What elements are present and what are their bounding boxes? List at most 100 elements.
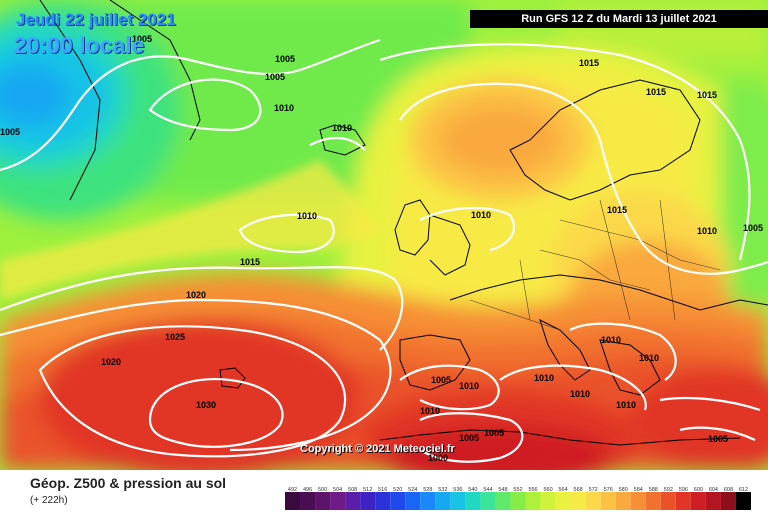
scale-swatch xyxy=(525,492,541,510)
scale-label: 524 xyxy=(408,487,417,493)
isobar-label: 1010 xyxy=(471,210,491,220)
geopotential-field xyxy=(0,0,768,470)
isobar-label: 1010 xyxy=(570,389,590,399)
scale-label: 560 xyxy=(543,487,552,493)
scale-label: 528 xyxy=(423,487,432,493)
scale-label: 540 xyxy=(468,487,477,493)
scale-label: 556 xyxy=(528,487,537,493)
scale-label: 544 xyxy=(483,487,492,493)
scale-swatch xyxy=(495,492,511,510)
isobar-label: 1005 xyxy=(484,428,504,438)
isobar-label: 1005 xyxy=(708,434,728,444)
isobar-label: 1005 xyxy=(743,223,763,233)
borders xyxy=(469,199,721,331)
scale-swatch xyxy=(510,492,526,510)
isobar-label: 1010 xyxy=(274,103,294,113)
scale-swatch xyxy=(735,492,751,510)
scale-label: 592 xyxy=(664,487,673,493)
isobar-label: 1010 xyxy=(459,381,479,391)
scale-label: 552 xyxy=(513,487,522,493)
scale-swatch xyxy=(420,492,436,510)
isobar-label: 1010 xyxy=(697,226,717,236)
scale-label: 508 xyxy=(348,487,357,493)
color-scale: 492 496 500 504 508 512 516 520 524 528 532 536 540 5… xyxy=(285,487,751,510)
scale-label: 496 xyxy=(303,487,312,493)
scale-swatch xyxy=(720,492,736,510)
map-subtitle: (+ 222h) xyxy=(30,495,68,506)
scale-label: 564 xyxy=(559,487,568,493)
isobar-label: 1015 xyxy=(697,90,717,100)
isobar-label: 1005 xyxy=(431,375,451,385)
copyright: Copyright © 2021 Meteociel.fr xyxy=(300,443,455,455)
scale-swatch xyxy=(705,492,721,510)
scale-labels: 492 496 500 504 508 512 516 520 524 528 532 536 540 5… xyxy=(288,487,748,493)
scale-swatches xyxy=(285,492,751,510)
scale-swatch xyxy=(480,492,496,510)
scale-swatch xyxy=(690,492,706,510)
scale-label: 608 xyxy=(724,487,733,493)
scale-swatch xyxy=(555,492,571,510)
isobar-label: 1010 xyxy=(639,353,659,363)
scale-swatch xyxy=(675,492,691,510)
map-canvas: 1005 1005 1005 1010 1005 1010 1015 1015 1015 1010… xyxy=(0,0,768,470)
isobar-label: 1005 xyxy=(275,54,295,64)
isobar-label: 1010 xyxy=(534,373,554,383)
scale-swatch xyxy=(540,492,556,510)
scale-swatch xyxy=(405,492,421,510)
scale-swatch xyxy=(285,492,301,510)
scale-label: 584 xyxy=(634,487,643,493)
isobar-label: 1010 xyxy=(420,406,440,416)
scale-label: 504 xyxy=(333,487,342,493)
forecast-time: 20:00 locale xyxy=(14,32,145,58)
scale-swatch xyxy=(330,492,346,510)
isobar-label: 1010 xyxy=(616,400,636,410)
scale-swatch xyxy=(375,492,391,510)
scale-label: 500 xyxy=(318,487,327,493)
scale-swatch xyxy=(450,492,466,510)
scale-swatch xyxy=(345,492,361,510)
isobar-label: 1000 xyxy=(428,453,448,463)
scale-label: 572 xyxy=(589,487,598,493)
isobar-label: 1015 xyxy=(646,87,666,97)
isobar-label: 1005 xyxy=(459,433,479,443)
scale-label: 588 xyxy=(649,487,658,493)
run-banner: Run GFS 12 Z du Mardi 13 juillet 2021 xyxy=(470,10,768,28)
isobar-label: 1015 xyxy=(607,205,627,215)
isobar-label: 1005 xyxy=(132,34,152,44)
scale-label: 596 xyxy=(679,487,688,493)
isobar-label: 1010 xyxy=(297,211,317,221)
scale-label: 576 xyxy=(604,487,613,493)
scale-label: 516 xyxy=(378,487,387,493)
scale-swatch xyxy=(570,492,586,510)
scale-label: 536 xyxy=(453,487,462,493)
isobar-labels: 1005 1005 1005 1010 1005 1010 1015 1015 1015 1010… xyxy=(0,34,763,463)
scale-label: 520 xyxy=(393,487,402,493)
scale-swatch xyxy=(630,492,646,510)
scale-label: 492 xyxy=(288,487,297,493)
scale-swatch xyxy=(585,492,601,510)
isobar-label: 1015 xyxy=(579,58,599,68)
isobar-label: 1020 xyxy=(186,290,206,300)
scale-label: 612 xyxy=(739,487,748,493)
scale-label: 600 xyxy=(694,487,703,493)
scale-label: 580 xyxy=(619,487,628,493)
scale-swatch xyxy=(435,492,451,510)
weather-map: 1005 1005 1005 1010 1005 1010 1015 1015 1015 1010… xyxy=(0,0,768,470)
scale-swatch xyxy=(615,492,631,510)
scale-label: 604 xyxy=(709,487,718,493)
scale-label: 548 xyxy=(498,487,507,493)
scale-label: 512 xyxy=(363,487,372,493)
scale-swatch xyxy=(465,492,481,510)
isobar-label: 1030 xyxy=(196,400,216,410)
isobar-label: 1025 xyxy=(165,332,185,342)
scale-label: 532 xyxy=(438,487,447,493)
scale-swatch xyxy=(300,492,316,510)
isobar-label: 1020 xyxy=(101,357,121,367)
isobar-label: 1010 xyxy=(601,335,621,345)
scale-swatch xyxy=(315,492,331,510)
isobar-label: 1015 xyxy=(240,257,260,267)
isobar-label: 1005 xyxy=(265,72,285,82)
scale-swatch xyxy=(660,492,676,510)
scale-swatch xyxy=(390,492,406,510)
isobar-label: 1010 xyxy=(332,123,352,133)
